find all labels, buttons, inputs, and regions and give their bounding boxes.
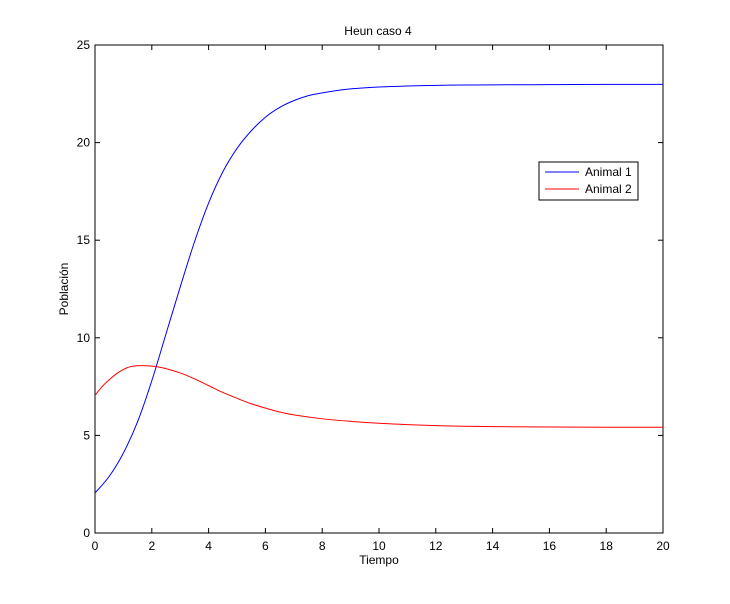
x-tick-label: 18 <box>600 539 614 553</box>
legend-label-animal-2: Animal 2 <box>585 182 632 196</box>
y-tick-label: 15 <box>77 233 91 247</box>
legend: Animal 1 Animal 2 <box>538 161 639 201</box>
y-tick-label: 5 <box>83 428 90 442</box>
y-tick-label: 20 <box>77 136 91 150</box>
legend-box <box>538 161 639 201</box>
x-axis-label: Tiempo <box>359 553 399 567</box>
x-tick-label: 20 <box>656 539 670 553</box>
y-tick-label: 25 <box>77 38 91 52</box>
x-tick-label: 8 <box>319 539 326 553</box>
series-line-animal-2 <box>94 365 664 428</box>
chart-title: Heun caso 4 <box>344 24 412 38</box>
series-line-animal-1 <box>94 83 664 494</box>
x-tick-label: 4 <box>205 539 212 553</box>
plot-area <box>94 44 664 534</box>
y-axis-label: Población <box>57 263 71 316</box>
legend-label-animal-1: Animal 1 <box>585 165 632 179</box>
series-layer <box>94 83 664 494</box>
x-tick-label: 2 <box>148 539 155 553</box>
x-tick-label: 6 <box>262 539 269 553</box>
x-tick-label: 10 <box>372 539 386 553</box>
y-tick-label: 10 <box>77 331 91 345</box>
x-tick-label: 12 <box>429 539 443 553</box>
x-tick-label: 14 <box>486 539 500 553</box>
x-tick-label: 16 <box>543 539 557 553</box>
x-tick-label: 0 <box>92 539 99 553</box>
x-axis: 0 2 4 6 8 10 12 14 16 18 20 <box>92 45 670 553</box>
y-tick-label: 0 <box>83 526 90 540</box>
y-axis: 0 5 10 15 20 25 <box>77 38 663 540</box>
